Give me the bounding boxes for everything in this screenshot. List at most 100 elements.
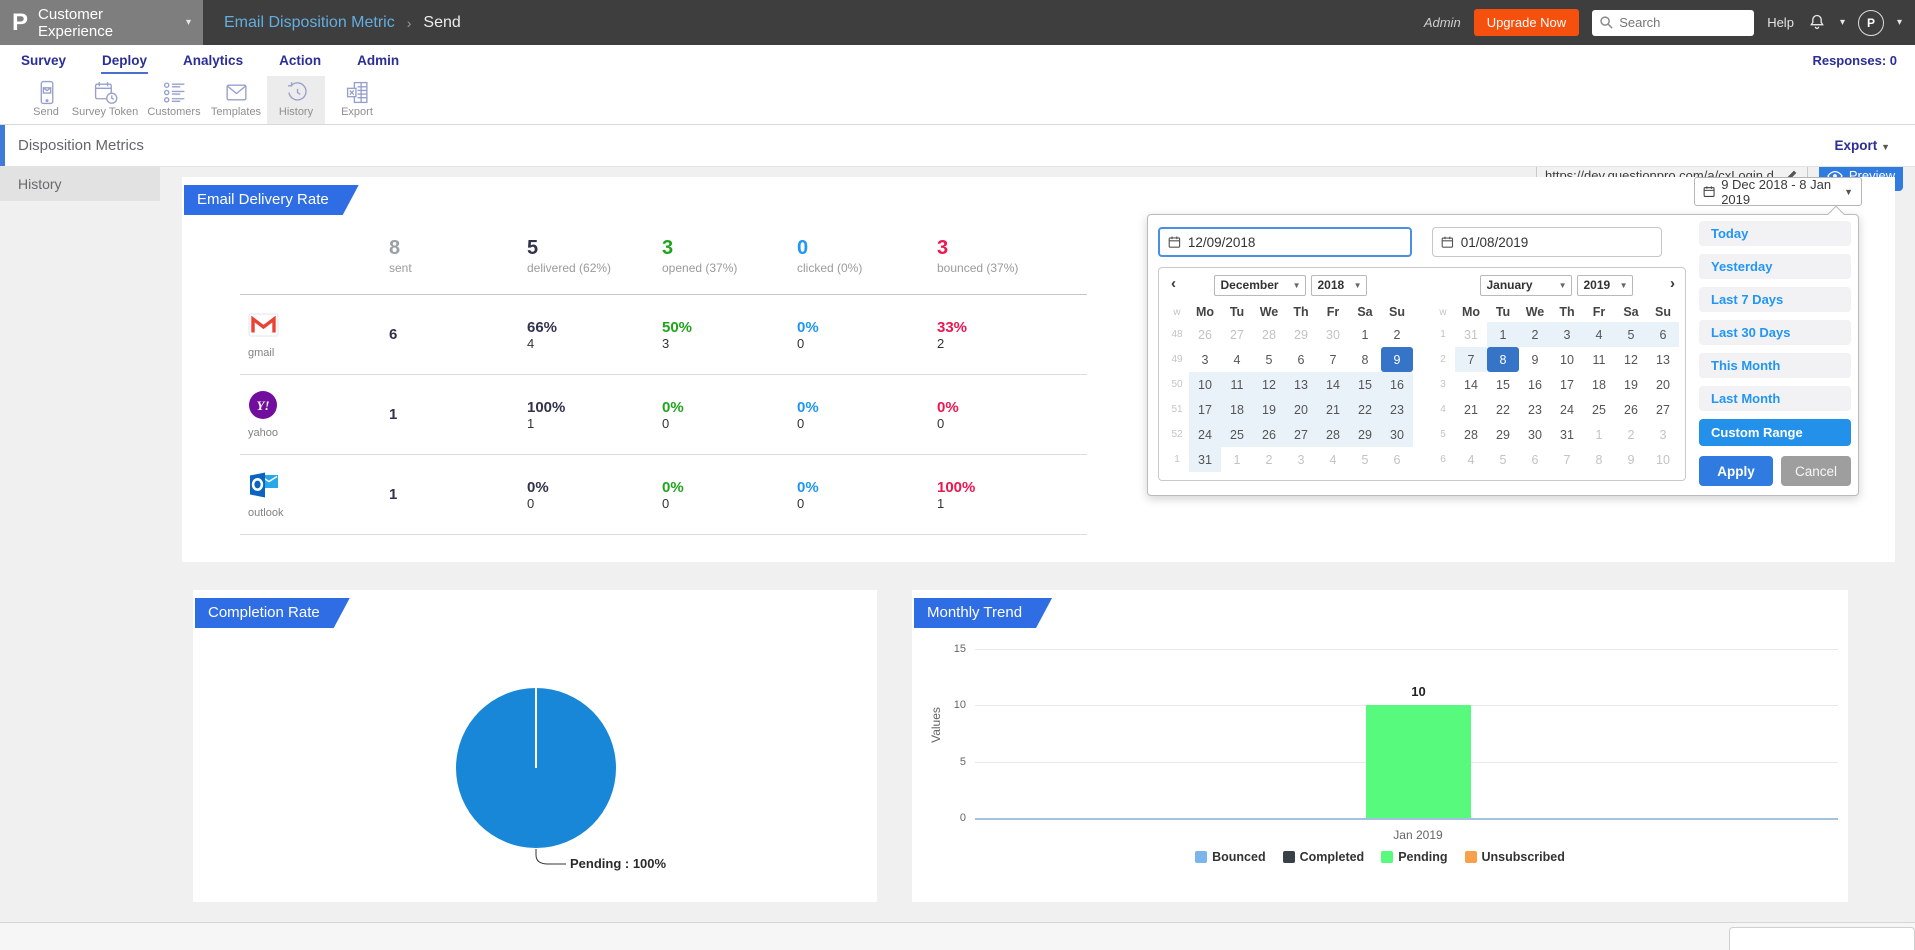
calendar-day[interactable]: 9	[1627, 452, 1635, 467]
calendar-day[interactable]: 8	[1487, 347, 1519, 372]
avatar[interactable]: P	[1857, 9, 1884, 36]
tab-deploy[interactable]: Deploy	[101, 48, 149, 74]
calendar-day[interactable]: 6	[1297, 352, 1305, 367]
bar-pending[interactable]	[1366, 705, 1471, 818]
toolbar-item-customers[interactable]: Customers	[145, 76, 203, 124]
legend-item-pending[interactable]: Pending	[1381, 850, 1448, 864]
calendar-day[interactable]: 9	[1531, 352, 1539, 367]
toolbar-item-survey-token[interactable]: Survey Token	[72, 76, 138, 124]
product-switcher[interactable]: P Customer Experience ▾	[0, 0, 203, 45]
calendar-day[interactable]: 7	[1563, 452, 1571, 467]
admin-link[interactable]: Admin	[1423, 15, 1461, 30]
calendar-day[interactable]: 3	[1297, 452, 1305, 467]
calendar-day[interactable]: 6	[1393, 452, 1401, 467]
calendar-day[interactable]: 18	[1221, 397, 1253, 422]
toolbar-item-templates[interactable]: Templates	[207, 76, 265, 124]
calendar-day[interactable]: 9	[1381, 347, 1413, 372]
quick-option-last-30-days[interactable]: Last 30 Days	[1699, 320, 1851, 345]
calendar-day[interactable]: 20	[1656, 377, 1670, 392]
calendar-day[interactable]: 3	[1659, 427, 1667, 442]
calendar-day[interactable]: 2	[1393, 327, 1401, 342]
tab-admin[interactable]: Admin	[357, 52, 400, 68]
calendar-day[interactable]: 29	[1349, 422, 1381, 447]
toolbar-item-send[interactable]: Send	[17, 76, 75, 124]
start-date-input[interactable]	[1187, 234, 1402, 250]
calendar-day[interactable]: 14	[1317, 372, 1349, 397]
calendar-day[interactable]: 3	[1201, 352, 1209, 367]
calendar-day[interactable]: 17	[1189, 397, 1221, 422]
calendar-day[interactable]: 19	[1253, 397, 1285, 422]
prev-month-arrow[interactable]: ‹	[1171, 275, 1176, 292]
date-range-button[interactable]: 9 Dec 2018 - 8 Jan 2019 ▼	[1694, 177, 1862, 207]
calendar-day[interactable]: 21	[1464, 402, 1478, 417]
account-chevron-icon[interactable]: ▾	[1896, 17, 1902, 28]
end-date-input[interactable]	[1460, 234, 1653, 250]
notifications-bell-icon[interactable]	[1807, 12, 1827, 34]
tab-analytics[interactable]: Analytics	[183, 52, 244, 68]
calendar-day[interactable]: 14	[1464, 377, 1478, 392]
tab-action[interactable]: Action	[279, 52, 322, 68]
apply-button[interactable]: Apply	[1699, 456, 1773, 486]
sidebar-item-history[interactable]: History	[0, 167, 160, 201]
notifications-chevron-icon[interactable]: ▾	[1839, 17, 1845, 28]
calendar-day[interactable]: 27	[1656, 402, 1670, 417]
next-month-arrow[interactable]: ›	[1670, 275, 1675, 292]
calendar-day[interactable]: 6	[1531, 452, 1539, 467]
legend-item-completed[interactable]: Completed	[1282, 850, 1364, 864]
calendar-day[interactable]: 13	[1656, 352, 1670, 367]
calendar-day[interactable]: 1	[1233, 452, 1241, 467]
calendar-day[interactable]: 25	[1592, 402, 1606, 417]
calendar-day[interactable]: 7	[1329, 352, 1337, 367]
help-link[interactable]: Help	[1767, 15, 1794, 30]
calendar-day[interactable]: 1	[1487, 322, 1519, 347]
calendar-day[interactable]: 10	[1656, 452, 1670, 467]
start-date-field[interactable]	[1158, 227, 1412, 257]
calendar-day[interactable]: 25	[1221, 422, 1253, 447]
calendar-day[interactable]: 22	[1349, 397, 1381, 422]
calendar-day[interactable]: 3	[1551, 322, 1583, 347]
calendar-day[interactable]: 28	[1262, 327, 1276, 342]
calendar-day[interactable]: 31	[1464, 327, 1478, 342]
calendar-day[interactable]: 5	[1499, 452, 1507, 467]
calendar-day[interactable]: 28	[1464, 427, 1478, 442]
calendar-day[interactable]: 5	[1361, 452, 1369, 467]
calendar-day[interactable]: 11	[1592, 352, 1606, 367]
quick-option-last-month[interactable]: Last Month	[1699, 386, 1851, 411]
quick-option-custom-range[interactable]: Custom Range	[1699, 419, 1851, 446]
calendar-day[interactable]: 30	[1326, 327, 1340, 342]
calendar-day[interactable]: 8	[1361, 352, 1369, 367]
calendar-day[interactable]: 15	[1349, 372, 1381, 397]
end-date-field[interactable]	[1432, 227, 1662, 257]
year-select[interactable]: 2018 ▼	[1310, 274, 1367, 296]
calendar-day[interactable]: 2	[1265, 452, 1273, 467]
calendar-day[interactable]: 1	[1361, 327, 1369, 342]
quick-option-today[interactable]: Today	[1699, 221, 1851, 246]
calendar-day[interactable]: 26	[1624, 402, 1638, 417]
cancel-button[interactable]: Cancel	[1781, 456, 1851, 486]
calendar-day[interactable]: 26	[1198, 327, 1212, 342]
calendar-day[interactable]: 11	[1221, 372, 1253, 397]
calendar-day[interactable]: 4	[1583, 322, 1615, 347]
calendar-day[interactable]: 29	[1294, 327, 1308, 342]
calendar-day[interactable]: 10	[1189, 372, 1221, 397]
calendar-day[interactable]: 12	[1624, 352, 1638, 367]
toolbar-item-history[interactable]: History	[267, 76, 325, 124]
calendar-day[interactable]: 16	[1381, 372, 1413, 397]
breadcrumb-survey-link[interactable]: Email Disposition Metric	[224, 13, 395, 31]
calendar-day[interactable]: 1	[1595, 427, 1603, 442]
calendar-day[interactable]: 2	[1627, 427, 1635, 442]
calendar-day[interactable]: 26	[1253, 422, 1285, 447]
calendar-day[interactable]: 18	[1592, 377, 1606, 392]
toolbar-item-export[interactable]: Export	[328, 76, 386, 124]
global-search[interactable]	[1592, 9, 1755, 36]
search-input[interactable]	[1619, 15, 1740, 30]
calendar-day[interactable]: 28	[1317, 422, 1349, 447]
calendar-day[interactable]: 17	[1560, 377, 1574, 392]
calendar-day[interactable]: 31	[1189, 447, 1221, 472]
calendar-day[interactable]: 7	[1455, 347, 1487, 372]
month-select[interactable]: December ▼	[1213, 274, 1306, 296]
calendar-day[interactable]: 23	[1381, 397, 1413, 422]
legend-item-bounced[interactable]: Bounced	[1195, 850, 1266, 864]
calendar-day[interactable]: 27	[1285, 422, 1317, 447]
tab-survey[interactable]: Survey	[21, 52, 67, 68]
